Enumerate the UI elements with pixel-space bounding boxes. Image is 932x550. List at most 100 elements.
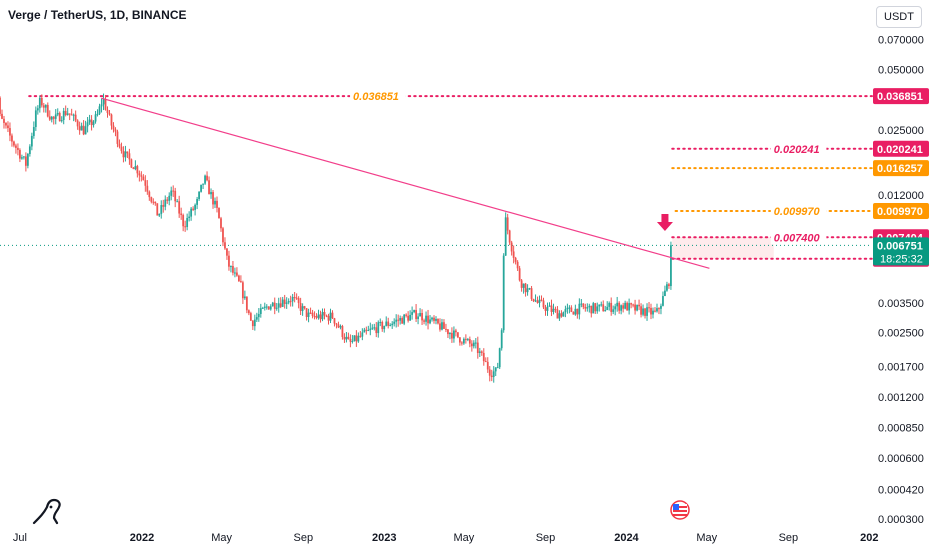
candle-body [423, 320, 425, 322]
level-label-bg [350, 89, 406, 104]
candle-body [544, 307, 547, 311]
candle-body [590, 305, 593, 314]
candle-body [184, 226, 187, 228]
candle-body [313, 315, 316, 317]
candle-body [74, 114, 77, 121]
candle-body [114, 129, 117, 132]
candle-body [317, 314, 320, 318]
candle-body [419, 313, 421, 317]
candle-body [516, 261, 519, 269]
y-tick-label: 0.002500 [878, 328, 924, 340]
candle-body [134, 166, 137, 170]
candle-body [309, 312, 312, 314]
candle-body [56, 112, 59, 115]
candle-body [46, 104, 49, 117]
candle-body [662, 296, 664, 306]
candle-body [652, 310, 654, 315]
candle-body [116, 131, 119, 144]
candle-body [321, 311, 324, 320]
candle-body [431, 317, 433, 320]
candle-body [608, 302, 611, 307]
candle-body [403, 314, 406, 324]
candle-body [311, 312, 314, 316]
candle-body [492, 371, 495, 378]
candle-body [604, 310, 607, 312]
candle-body [198, 191, 200, 200]
candle-body [26, 154, 29, 166]
candle-body [598, 304, 601, 307]
candle-body [474, 342, 477, 344]
candle-body [658, 308, 660, 310]
candle-body [395, 319, 398, 322]
candle-body [273, 302, 276, 309]
candle-body [488, 369, 491, 376]
candle-body [140, 175, 143, 177]
candle-body [40, 97, 43, 106]
candle-body [1, 113, 3, 119]
candle-body [648, 307, 650, 309]
level-price-tag: 0.016257 [877, 163, 923, 175]
candle-body [166, 199, 169, 201]
candle-body [464, 338, 467, 340]
candle-body [401, 318, 404, 324]
candle-body [433, 317, 435, 321]
level-price-tag: 0.036851 [877, 91, 923, 103]
candle-body [289, 301, 292, 303]
candle-body [72, 114, 75, 116]
candle-body [614, 306, 617, 310]
candle-body [548, 305, 551, 307]
candle-body [578, 303, 581, 315]
candle-body [232, 266, 234, 273]
candle-body [88, 119, 91, 123]
candle-body [343, 336, 346, 340]
y-tick-label: 0.000300 [878, 514, 924, 526]
candle-body [44, 104, 47, 108]
currency-button[interactable]: USDT [876, 6, 922, 28]
candle-body [558, 313, 561, 319]
candle-body [411, 312, 414, 315]
candle-body [536, 300, 539, 303]
candle-body [234, 272, 236, 274]
y-tick-label: 0.012000 [878, 190, 924, 202]
candle-body [0, 97, 1, 114]
candle-body [542, 300, 545, 308]
candle-body [514, 257, 517, 262]
candle-body [301, 306, 304, 311]
candle-body [462, 338, 465, 344]
candle-body [592, 303, 595, 314]
candle-body [142, 176, 145, 181]
candle-body [361, 332, 364, 337]
candle-body [218, 207, 220, 219]
chart-title: Verge / TetherUS, 1D, BINANCE [8, 8, 187, 22]
x-tick-label: Sep [779, 532, 799, 544]
candle-body [106, 109, 109, 113]
x-tick-label: Sep [536, 532, 556, 544]
candle-body [15, 145, 17, 148]
candle-body [393, 321, 396, 324]
candle-body [345, 336, 348, 340]
y-tick-label: 0.000420 [878, 484, 924, 496]
candle-body [600, 304, 603, 306]
candle-body [616, 302, 619, 307]
candle-body [178, 201, 181, 214]
candle-body [247, 310, 250, 314]
candle-body [670, 245, 672, 287]
candle-body [19, 149, 21, 159]
candle-body [297, 298, 300, 304]
candle-body [458, 337, 461, 343]
candle-body [494, 367, 497, 372]
candle-body [132, 167, 135, 170]
candle-body [636, 304, 638, 311]
candle-body [460, 342, 463, 344]
candle-body [377, 322, 380, 334]
candle-body [170, 190, 173, 196]
candle-body [96, 113, 99, 115]
resistance-zone [672, 237, 774, 259]
candle-body [112, 125, 115, 130]
us-flag-icon[interactable] [670, 500, 690, 520]
candle-body [650, 307, 652, 315]
candle-body [152, 201, 155, 203]
candle-body [243, 296, 246, 299]
candle-body [574, 308, 577, 315]
